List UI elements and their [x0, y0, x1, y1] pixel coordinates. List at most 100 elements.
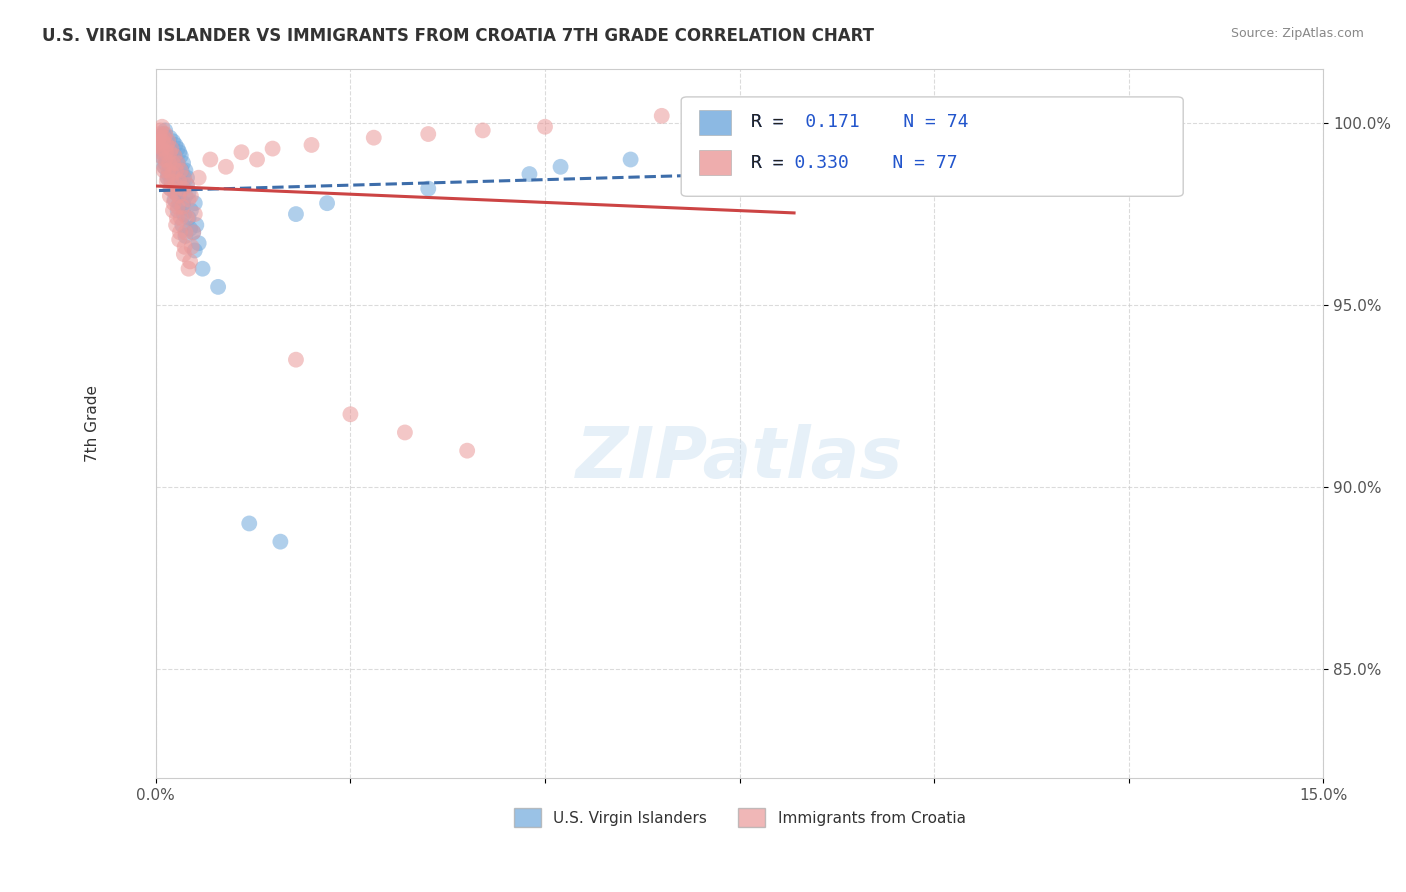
Point	[170, 163, 193, 178]
Point	[156, 174, 179, 188]
Point	[155, 145, 177, 160]
FancyBboxPatch shape	[681, 97, 1184, 196]
Point	[159, 181, 181, 195]
Point	[149, 134, 172, 148]
Point	[418, 181, 440, 195]
Point	[170, 149, 193, 163]
Point	[150, 149, 173, 163]
Point	[159, 130, 181, 145]
Point	[167, 145, 190, 160]
Point	[166, 203, 188, 218]
Point	[177, 211, 200, 225]
Point	[165, 137, 187, 152]
Y-axis label: 7th Grade: 7th Grade	[86, 384, 100, 462]
Point	[620, 153, 643, 167]
Point	[166, 142, 188, 156]
Point	[152, 127, 174, 141]
Point	[394, 425, 416, 440]
Point	[156, 134, 179, 148]
Text: R =: R =	[751, 154, 794, 172]
Text: U.S. VIRGIN ISLANDER VS IMMIGRANTS FROM CROATIA 7TH GRADE CORRELATION CHART: U.S. VIRGIN ISLANDER VS IMMIGRANTS FROM …	[42, 27, 875, 45]
Point	[153, 160, 176, 174]
Text: R =: R =	[751, 112, 794, 131]
Point	[150, 120, 173, 134]
Point	[167, 233, 190, 247]
Point	[418, 127, 440, 141]
Point	[284, 352, 307, 367]
Point	[167, 186, 190, 200]
Point	[191, 261, 214, 276]
Point	[519, 167, 541, 181]
Point	[159, 145, 181, 160]
Point	[170, 211, 193, 225]
Point	[187, 236, 209, 251]
Point	[284, 207, 307, 221]
Point	[184, 244, 207, 258]
Point	[177, 261, 200, 276]
Point	[162, 134, 184, 148]
Point	[207, 280, 229, 294]
Point	[173, 247, 195, 261]
Point	[167, 196, 190, 211]
Point	[153, 156, 176, 170]
Text: R =  0.171    N = 74: R = 0.171 N = 74	[751, 112, 969, 131]
Point	[167, 174, 190, 188]
Point	[176, 178, 198, 192]
Point	[651, 109, 673, 123]
Point	[156, 170, 179, 185]
Point	[184, 207, 207, 221]
Point	[176, 211, 198, 225]
Point	[316, 196, 339, 211]
Point	[179, 254, 201, 268]
Point	[180, 203, 202, 218]
Point	[166, 156, 188, 170]
Point	[150, 142, 173, 156]
Point	[215, 160, 238, 174]
Text: R = 0.330    N = 77: R = 0.330 N = 77	[751, 154, 957, 172]
Point	[162, 167, 184, 181]
Point	[165, 163, 187, 178]
Point	[339, 407, 361, 421]
Point	[180, 189, 202, 203]
Point	[160, 167, 183, 181]
Point	[163, 149, 186, 163]
Point	[169, 225, 191, 239]
Point	[704, 145, 727, 160]
Point	[165, 186, 187, 200]
Point	[181, 225, 204, 239]
Point	[238, 516, 260, 531]
Point	[160, 142, 183, 156]
Point	[159, 145, 181, 160]
Point	[156, 137, 179, 152]
Text: ZIPatlas: ZIPatlas	[576, 425, 903, 493]
Point	[172, 218, 194, 232]
Point	[163, 193, 186, 207]
Point	[181, 225, 204, 239]
Point	[176, 170, 198, 185]
Point	[165, 174, 187, 188]
Point	[884, 134, 907, 148]
Point	[157, 163, 180, 178]
Point	[187, 170, 209, 185]
Point	[172, 178, 194, 192]
Point	[166, 200, 188, 214]
Point	[150, 145, 173, 160]
Point	[180, 240, 202, 254]
Point	[1017, 127, 1039, 141]
Point	[186, 218, 208, 232]
Point	[200, 153, 222, 167]
Point	[269, 534, 291, 549]
Point	[167, 170, 190, 185]
Point	[149, 149, 172, 163]
Point	[152, 142, 174, 156]
Point	[146, 137, 169, 152]
Point	[176, 178, 198, 192]
Point	[149, 127, 172, 141]
Point	[149, 137, 172, 152]
Point	[783, 102, 806, 116]
Point	[177, 193, 200, 207]
Point	[152, 163, 174, 178]
Point	[159, 181, 181, 195]
Point	[162, 203, 184, 218]
Point	[159, 160, 181, 174]
